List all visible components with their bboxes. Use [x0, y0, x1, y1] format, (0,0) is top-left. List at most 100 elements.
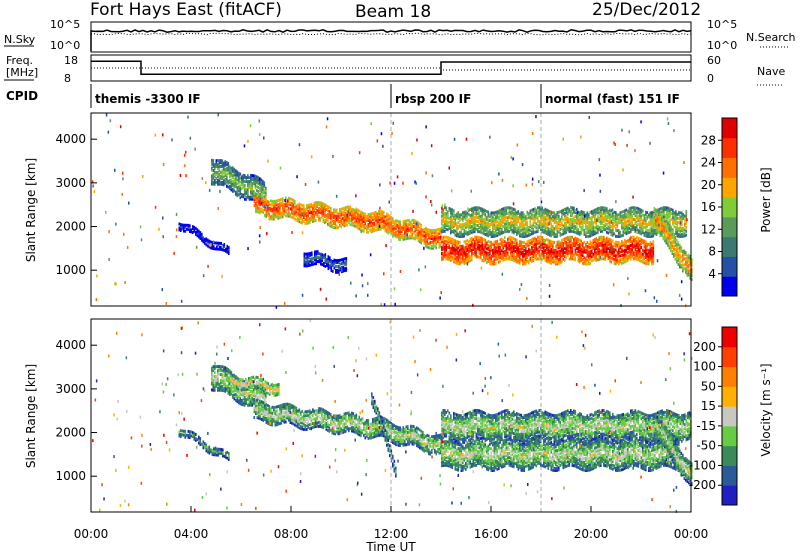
- heatmap-cell: [481, 239, 484, 243]
- heatmap-cell: [351, 213, 353, 217]
- heatmap-cell: [462, 234, 464, 238]
- heatmap-cell: [218, 174, 221, 178]
- heatmap-cell: [526, 254, 529, 258]
- heatmap-cell: [532, 249, 535, 253]
- heatmap-cell: [544, 256, 547, 260]
- heatmap-cell: [662, 219, 665, 223]
- heatmap-cell: [561, 250, 563, 254]
- heatmap-cell: [628, 240, 631, 244]
- heatmap-speckle: [531, 132, 534, 135]
- heatmap-cell: [496, 224, 499, 227]
- heatmap-cell: [321, 259, 324, 263]
- heatmap-cell: [270, 207, 272, 211]
- heatmap-cell: [457, 226, 460, 230]
- heatmap-cell: [615, 234, 617, 238]
- heatmap-cell: [333, 210, 335, 214]
- heatmap-cell: [224, 168, 227, 172]
- heatmap-cell: [501, 257, 503, 261]
- heatmap-cell: [634, 229, 637, 233]
- heatmap-cell: [489, 256, 491, 260]
- heatmap-cell: [555, 248, 557, 252]
- heatmap-cell: [218, 182, 221, 186]
- heatmap-cell: [517, 253, 520, 257]
- heatmap-cell: [543, 220, 545, 224]
- heatmap-cell: [357, 212, 359, 216]
- heatmap-cell: [609, 242, 611, 246]
- heatmap-cell: [184, 229, 187, 233]
- heatmap-cell: [327, 261, 330, 265]
- heatmap-cell: [549, 251, 551, 255]
- heatmap-cell: [223, 248, 226, 252]
- heatmap-cell: [212, 180, 215, 184]
- heatmap-cell: [472, 224, 475, 228]
- heatmap-cell: [336, 268, 339, 272]
- heatmap-cell: [330, 208, 332, 212]
- heatmap-cell: [663, 212, 665, 216]
- heatmap-cell: [628, 215, 631, 218]
- heatmap-cell: [682, 215, 685, 219]
- heatmap-cell: [410, 230, 412, 234]
- heatmap-cell: [483, 257, 485, 261]
- heatmap-cell: [434, 238, 436, 242]
- heatmap-cell: [514, 259, 517, 263]
- heatmap-cell: [360, 222, 362, 226]
- heatmap-cell: [303, 204, 305, 208]
- heatmap-cell: [387, 219, 390, 223]
- heatmap-cell: [571, 235, 574, 239]
- heatmap-cell: [444, 216, 446, 220]
- heatmap-cell: [535, 255, 538, 259]
- heatmap-cell: [235, 190, 237, 194]
- heatmap-cell: [195, 226, 197, 230]
- heatmap-cell: [664, 214, 667, 218]
- heatmap-cell: [225, 247, 227, 251]
- heatmap-cell: [460, 231, 463, 235]
- heatmap-cell: [414, 221, 417, 225]
- heatmap-cell: [685, 214, 688, 217]
- heatmap-cell: [654, 216, 656, 219]
- heatmap-cell: [570, 245, 572, 249]
- heatmap-cell: [462, 254, 464, 258]
- heatmap-cell: [685, 260, 687, 264]
- heatmap-cell: [229, 173, 231, 177]
- heatmap-cell: [565, 256, 568, 260]
- heatmap-cell: [308, 262, 310, 266]
- heatmap-cell: [630, 206, 632, 210]
- heatmap-cell: [624, 240, 626, 244]
- heatmap-cell: [300, 203, 302, 207]
- heatmap-cell: [342, 219, 344, 222]
- heatmap-cell: [298, 208, 301, 212]
- heatmap-cell: [595, 225, 598, 229]
- heatmap-speckle: [440, 291, 442, 294]
- heatmap-cell: [589, 232, 592, 236]
- heatmap-cell: [469, 245, 472, 249]
- heatmap-cell: [591, 241, 593, 245]
- heatmap-cell: [227, 166, 230, 170]
- heatmap-cell: [567, 206, 569, 210]
- heatmap-cell: [259, 183, 261, 187]
- heatmap-cell: [212, 174, 215, 178]
- heatmap-cell: [211, 176, 213, 180]
- heatmap-cell: [472, 210, 475, 214]
- heatmap-cell: [583, 240, 586, 244]
- heatmap-cell: [592, 244, 595, 248]
- heatmap-cell: [478, 216, 481, 220]
- heatmap-cell: [291, 215, 293, 219]
- heatmap-cell: [670, 237, 672, 241]
- heatmap-cell: [615, 260, 617, 264]
- heatmap-cell: [499, 232, 502, 236]
- heatmap-cell: [429, 242, 432, 246]
- heatmap-cell: [386, 220, 388, 224]
- heatmap-cell: [250, 179, 252, 183]
- heatmap-cell: [651, 248, 653, 252]
- heatmap-cell: [468, 232, 470, 236]
- heatmap-cell: [355, 207, 358, 211]
- heatmap-cell: [556, 225, 559, 228]
- heatmap-cell: [444, 253, 446, 257]
- heatmap-cell: [516, 229, 518, 232]
- heatmap-cell: [408, 234, 411, 238]
- heatmap-cell: [251, 174, 254, 178]
- heatmap-cell: [303, 219, 305, 223]
- heatmap-cell: [643, 257, 646, 261]
- heatmap-cell: [558, 254, 560, 257]
- heatmap-cell: [666, 208, 668, 212]
